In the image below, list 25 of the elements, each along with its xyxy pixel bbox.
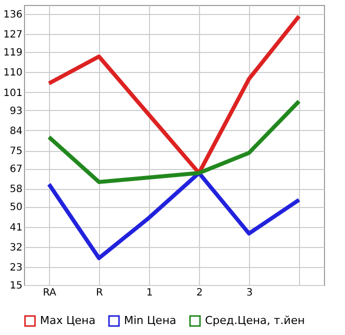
y-tick-label: 84 — [10, 126, 22, 137]
y-tick-label: 93 — [10, 106, 22, 117]
legend-label: Min Цена — [124, 314, 176, 327]
y-tick-label: 75 — [10, 146, 22, 158]
line-series — [47, 99, 301, 184]
y-tick-label: 136 — [3, 9, 22, 20]
x-tick-label: RA — [42, 288, 56, 298]
y-tick-label: 119 — [3, 48, 22, 59]
y-tick-label: 58 — [10, 184, 22, 196]
legend-label: Сред.Цена, т.йен — [205, 314, 305, 327]
x-tick-label: 2 — [196, 288, 203, 298]
line-series — [47, 171, 301, 260]
legend-label: Max Цена — [40, 314, 96, 327]
y-tick-label: 50 — [10, 202, 22, 214]
x-tick-label: 1 — [146, 288, 153, 298]
y-tick-label: 32 — [10, 242, 22, 254]
y-tick-label: 23 — [10, 262, 22, 274]
y-tick-label: 110 — [3, 68, 22, 79]
y-tick-label: 41 — [10, 222, 22, 234]
y-tick-label: 15 — [10, 280, 22, 292]
x-tick-label: 3 — [246, 288, 253, 298]
x-tick-label: R — [96, 288, 104, 298]
y-tick-label: 127 — [3, 30, 22, 41]
y-tick-label: 101 — [3, 88, 22, 99]
y-tick-label: 67 — [10, 164, 22, 176]
